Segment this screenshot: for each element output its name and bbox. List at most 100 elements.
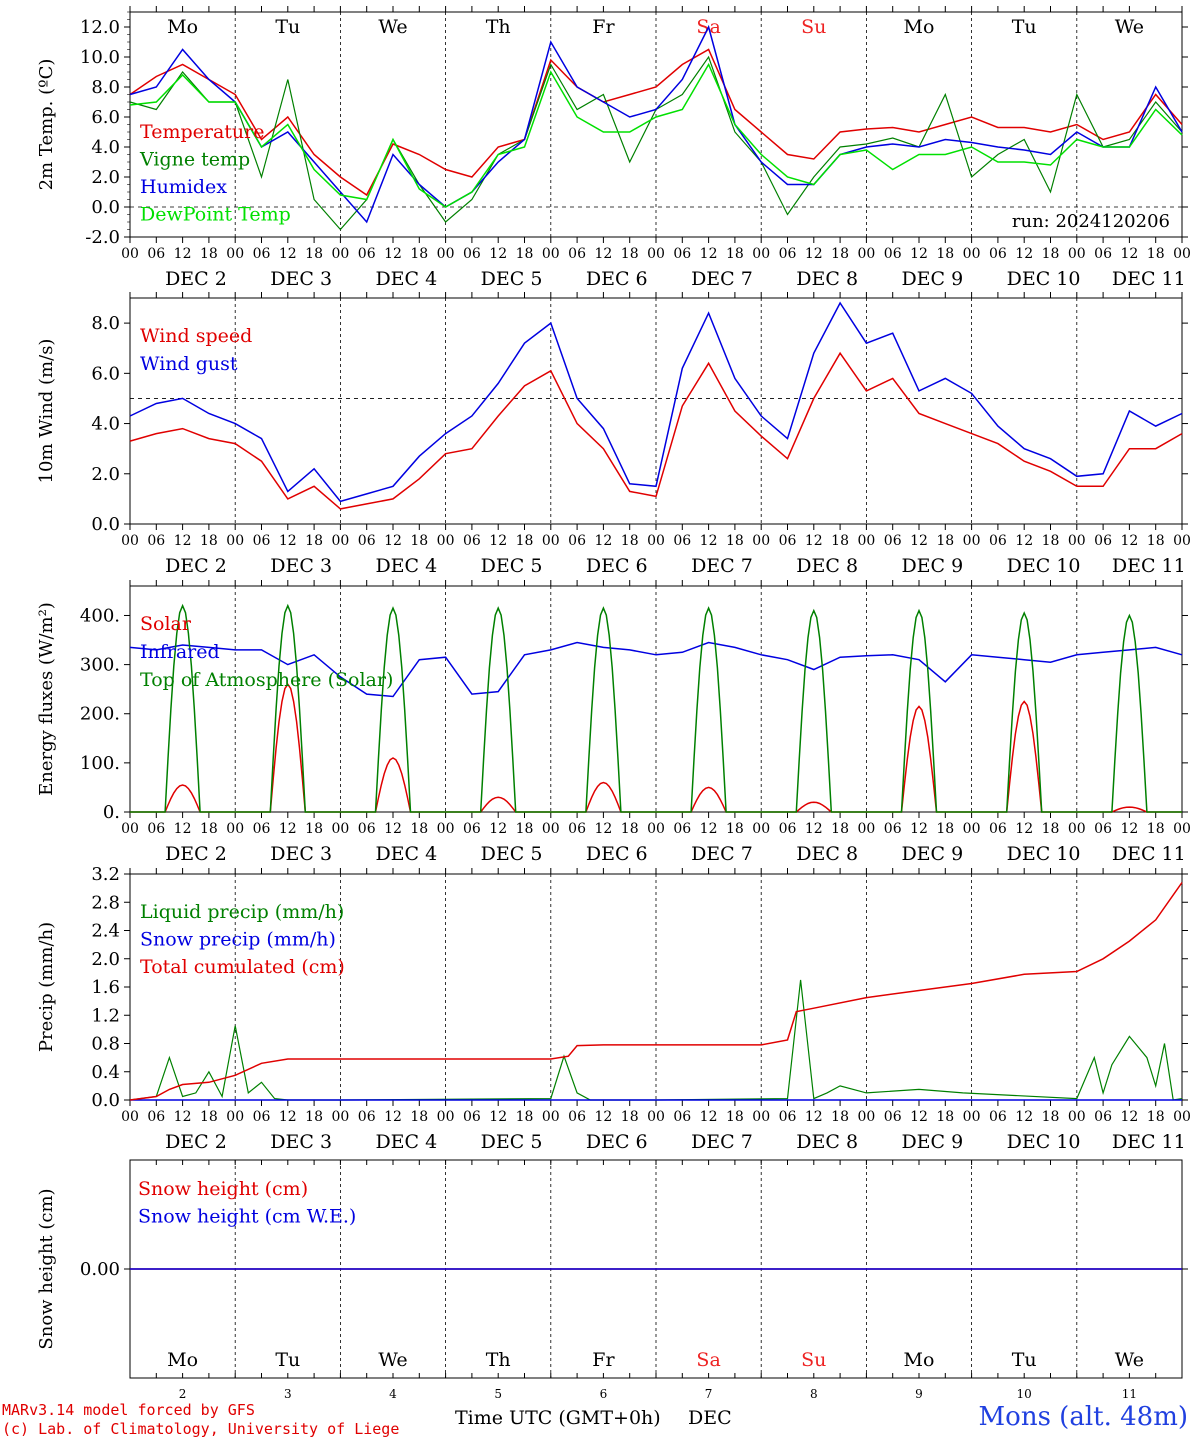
hour-tick-label: 00	[647, 821, 665, 837]
hour-tick-label: 00	[121, 1109, 139, 1125]
bottom-day-number: 2	[179, 1387, 187, 1401]
hour-tick-label: 12	[910, 246, 928, 262]
hour-tick-label: 18	[516, 821, 534, 837]
hour-tick-label: 12	[1015, 246, 1033, 262]
hour-tick-label: 06	[884, 1109, 902, 1125]
hour-tick-label: 18	[1147, 533, 1165, 549]
day-name-label: Tu	[275, 1349, 300, 1371]
hour-tick-label: 12	[384, 533, 402, 549]
hour-tick-label: 12	[174, 1109, 192, 1125]
y-tick-label: 0.4	[91, 1062, 120, 1083]
day-name-label: Su	[801, 16, 826, 38]
date-label: DEC 4	[375, 555, 437, 577]
hour-tick-label: 00	[226, 1109, 244, 1125]
y-tick-label: 100.	[80, 753, 120, 774]
hour-tick-label: 18	[831, 1109, 849, 1125]
y-tick-label: 0.	[103, 802, 120, 823]
y-axis-label: Snow height (cm)	[36, 1188, 57, 1349]
date-label: DEC 8	[796, 268, 858, 290]
hour-tick-label: 18	[1042, 821, 1060, 837]
date-label: DEC 5	[481, 268, 543, 290]
hour-tick-label: 00	[1173, 1109, 1191, 1125]
hour-tick-label: 12	[700, 1109, 718, 1125]
date-label: DEC 8	[796, 555, 858, 577]
y-tick-label: 10.0	[80, 47, 120, 68]
hour-tick-label: 18	[621, 246, 639, 262]
hour-tick-label: 06	[568, 821, 586, 837]
legend-entry: DewPoint Temp	[140, 204, 291, 226]
hour-tick-label: 06	[1094, 821, 1112, 837]
date-label: DEC 7	[691, 1131, 753, 1153]
date-label: DEC 9	[901, 555, 963, 577]
hour-tick-label: 00	[1068, 533, 1086, 549]
date-label: DEC 11	[1112, 1131, 1186, 1153]
footer-model-credit: MARv3.14 model forced by GFS	[2, 1401, 255, 1419]
series-line-precip-2	[129, 882, 1183, 1101]
hour-tick-label: 12	[174, 821, 192, 837]
day-name-label: Tu	[1012, 16, 1037, 38]
series-line-temp-3	[129, 62, 1183, 208]
day-name-label: Fr	[592, 16, 615, 38]
hour-tick-label: 18	[621, 1109, 639, 1125]
hour-tick-label: 18	[516, 246, 534, 262]
hour-tick-label: 18	[831, 246, 849, 262]
y-tick-label: -2.0	[85, 227, 120, 248]
y-tick-label: 12.0	[80, 17, 120, 38]
hour-tick-label: 00	[331, 533, 349, 549]
date-label: DEC 11	[1112, 843, 1186, 865]
hour-tick-label: 06	[673, 246, 691, 262]
date-label: DEC 10	[1007, 268, 1081, 290]
hour-tick-label: 06	[673, 1109, 691, 1125]
hour-tick-label: 06	[253, 1109, 271, 1125]
bottom-day-number: 3	[284, 1387, 292, 1401]
date-label: DEC 2	[165, 843, 227, 865]
hour-tick-label: 12	[594, 533, 612, 549]
hour-tick-label: 18	[305, 1109, 323, 1125]
date-label: DEC 5	[481, 555, 543, 577]
hour-tick-label: 00	[1173, 821, 1191, 837]
hour-tick-label: 12	[700, 246, 718, 262]
legend-entry: Total cumulated (cm)	[140, 956, 345, 978]
hour-tick-label: 12	[805, 246, 823, 262]
hour-tick-label: 12	[489, 246, 507, 262]
series-line-temp-0	[129, 48, 1183, 197]
hour-tick-label: 12	[805, 1109, 823, 1125]
date-label: DEC 3	[270, 268, 332, 290]
hour-tick-label: 18	[726, 1109, 744, 1125]
y-tick-label: 0.8	[91, 1034, 120, 1055]
hour-tick-label: 00	[752, 821, 770, 837]
date-label: DEC 5	[481, 843, 543, 865]
y-tick-label: 2.8	[91, 892, 120, 913]
date-label: DEC 11	[1112, 268, 1186, 290]
y-axis-label: 2m Temp. (ºC)	[36, 59, 57, 191]
y-tick-label: 0.0	[91, 514, 120, 535]
hour-tick-label: 06	[253, 821, 271, 837]
hour-tick-label: 00	[226, 821, 244, 837]
hour-tick-label: 06	[463, 821, 481, 837]
y-tick-label: 4.0	[91, 414, 120, 435]
y-tick-label: 4.0	[91, 137, 120, 158]
legend-entry: Liquid precip (mm/h)	[140, 901, 344, 923]
hour-tick-label: 18	[1042, 533, 1060, 549]
legend-entry: Vigne temp	[139, 149, 250, 171]
hour-tick-label: 00	[437, 533, 455, 549]
hour-tick-label: 06	[253, 246, 271, 262]
hour-tick-label: 12	[384, 1109, 402, 1125]
hour-tick-label: 06	[779, 1109, 797, 1125]
y-tick-label: 1.2	[91, 1005, 120, 1026]
y-axis-label: Energy fluxes (W/m²)	[36, 602, 57, 796]
hour-tick-label: 18	[200, 533, 218, 549]
date-label: DEC 10	[1007, 843, 1081, 865]
bottom-day-number: 8	[810, 1387, 818, 1401]
hour-tick-label: 06	[568, 246, 586, 262]
hour-tick-label: 06	[673, 533, 691, 549]
hour-tick-label: 00	[752, 1109, 770, 1125]
hour-tick-label: 00	[963, 1109, 981, 1125]
hour-tick-label: 00	[542, 1109, 560, 1125]
hour-tick-label: 00	[437, 1109, 455, 1125]
hour-tick-label: 00	[226, 246, 244, 262]
date-label: DEC 2	[165, 268, 227, 290]
series-line-temp-2	[129, 24, 1183, 224]
hour-tick-label: 18	[200, 1109, 218, 1125]
hour-tick-label: 00	[437, 821, 455, 837]
